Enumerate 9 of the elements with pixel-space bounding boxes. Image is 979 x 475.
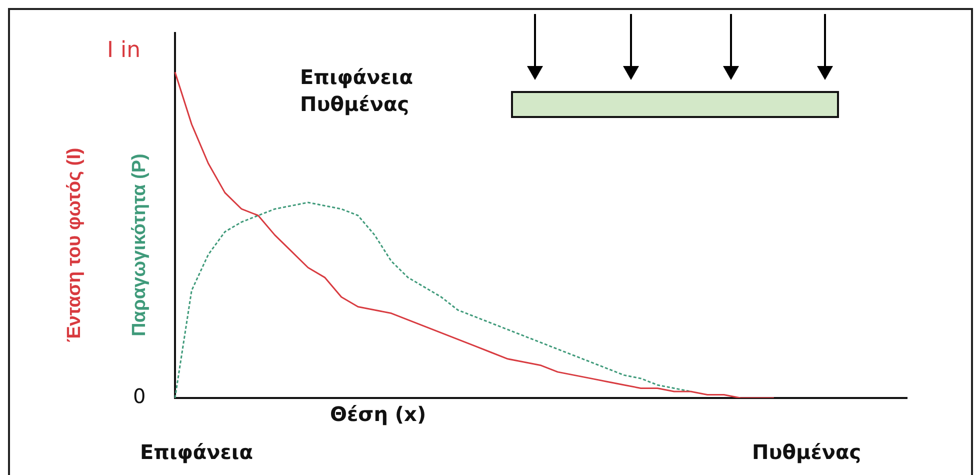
text: Παραγωγικότητα (P) <box>129 154 151 336</box>
text: Επιφάνεια <box>140 440 253 464</box>
text: 0 <box>133 384 146 408</box>
text: Πυθμένας <box>752 440 862 464</box>
annotation: Πυθμένας <box>300 92 410 116</box>
annotation: Επιφάνεια <box>300 65 413 89</box>
x-axis-title: Θέση (x) <box>330 402 426 426</box>
text: Ένταση του φωτός (I) <box>64 148 86 342</box>
text: I in <box>107 38 141 63</box>
